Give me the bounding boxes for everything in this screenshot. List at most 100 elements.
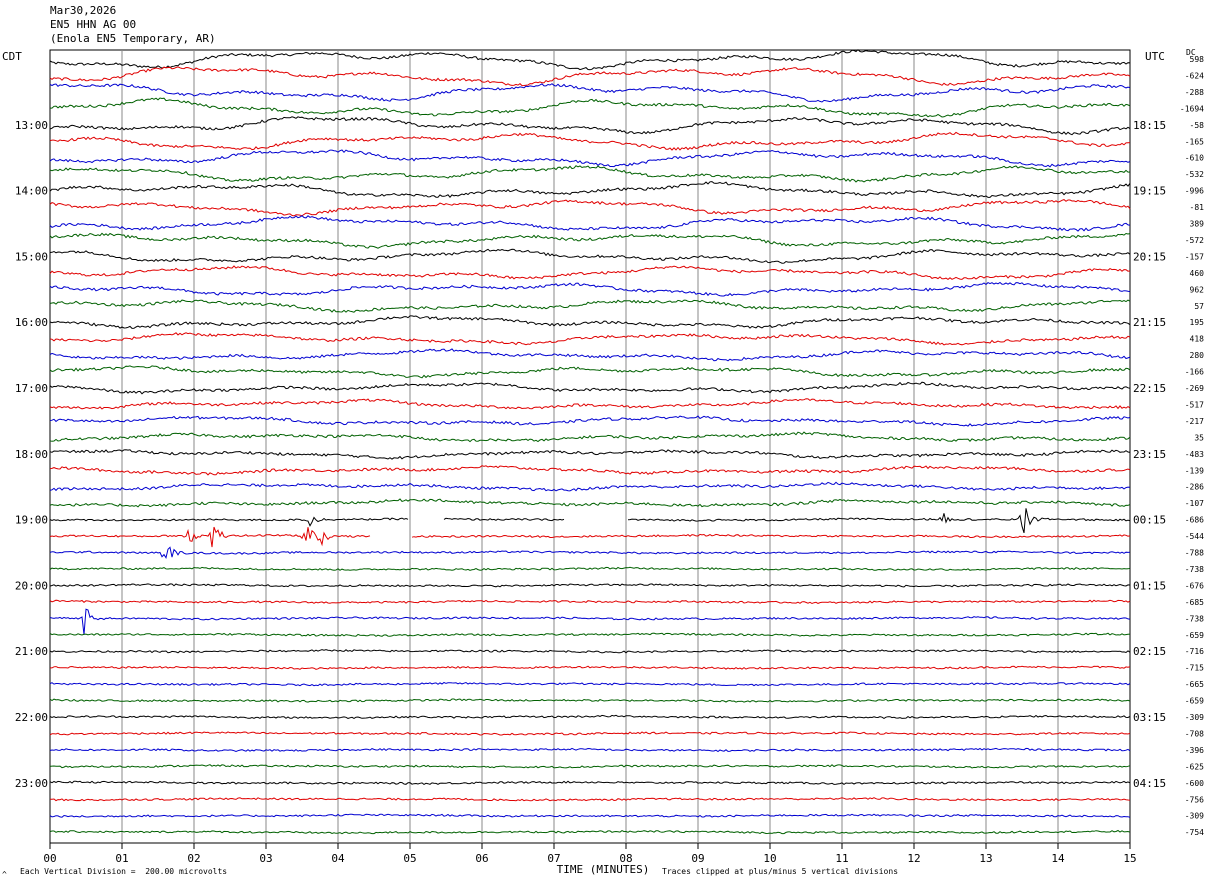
trace-row <box>49 365 1131 379</box>
station-name: (Enola EN5 Temporary, AR) <box>50 32 216 45</box>
dc-offset-label: -600 <box>1185 779 1204 788</box>
trace-row <box>49 248 1131 264</box>
dc-offset-label: -624 <box>1185 71 1204 80</box>
right-hour-label: 00:15 <box>1133 514 1166 527</box>
dc-offset-label: -659 <box>1185 631 1204 640</box>
dc-offset-label: 460 <box>1190 269 1205 278</box>
trace-row <box>49 449 1131 460</box>
dc-offset-label: -286 <box>1185 483 1204 492</box>
trace-row <box>49 232 1131 249</box>
trace-row <box>49 199 1131 217</box>
minute-gridlines <box>121 50 1059 843</box>
dc-offset-label: -738 <box>1185 565 1204 574</box>
dc-offset-label: 280 <box>1190 351 1205 360</box>
dc-offset-label: -396 <box>1185 746 1204 755</box>
left-hour-label: 18:00 <box>15 448 48 461</box>
trace-row <box>49 681 1131 687</box>
trace-row <box>49 566 1131 571</box>
clip-note: Traces clipped at plus/minus 5 vertical … <box>662 867 899 876</box>
right-hour-label: 02:15 <box>1133 645 1166 658</box>
left-timezone-label: CDT <box>2 50 22 63</box>
seismic-traces <box>49 49 1131 835</box>
x-tick-label: 07 <box>547 852 560 865</box>
dc-offset-label: -517 <box>1185 400 1204 409</box>
trace-row <box>49 829 1131 835</box>
dc-offset-label: -58 <box>1190 121 1205 130</box>
dc-offset-label: -610 <box>1185 154 1204 163</box>
dc-offset-label: 598 <box>1190 55 1205 64</box>
dc-offset-label: -754 <box>1185 828 1204 837</box>
dc-offset-label: -81 <box>1190 203 1205 212</box>
dc-offset-label: -269 <box>1185 384 1204 393</box>
right-hour-label: 03:15 <box>1133 711 1166 724</box>
dc-offset-label: 389 <box>1190 220 1205 229</box>
x-tick-label: 13 <box>979 852 992 865</box>
dc-offset-label: -665 <box>1185 680 1204 689</box>
trace-row <box>49 649 1131 654</box>
trace-row <box>49 747 1131 753</box>
dc-offset-label: -685 <box>1185 598 1204 607</box>
left-hour-label: 21:00 <box>15 645 48 658</box>
x-tick-label: 08 <box>619 852 632 865</box>
trace-row <box>49 181 1131 198</box>
left-hour-label: 22:00 <box>15 711 48 724</box>
dc-offset-label: -715 <box>1185 664 1204 673</box>
trace-row <box>49 49 1131 71</box>
dc-offset-label: -996 <box>1185 187 1204 196</box>
dc-offset-label: -788 <box>1185 549 1204 558</box>
right-hour-label: 21:15 <box>1133 316 1166 329</box>
trace-row <box>49 215 1131 232</box>
dc-offset-label: -708 <box>1185 729 1204 738</box>
trace-row <box>50 665 1131 670</box>
trace-row <box>49 583 1131 588</box>
dc-offset-label: -686 <box>1185 516 1204 525</box>
dc-offset-label: -483 <box>1185 450 1204 459</box>
x-tick-label: 04 <box>331 852 345 865</box>
trace-row <box>49 299 1131 313</box>
trace-row <box>49 281 1131 297</box>
plot-frame <box>49 49 1131 844</box>
trace-row <box>49 149 1131 168</box>
trace-row <box>49 398 1131 410</box>
x-tick-label: 05 <box>403 852 416 865</box>
left-hour-label: 16:00 <box>15 316 48 329</box>
x-tick-label: 06 <box>475 852 488 865</box>
dc-offset-label: -309 <box>1185 713 1204 722</box>
trace-row <box>49 332 1131 346</box>
trace-row <box>49 381 1131 395</box>
trace-row <box>49 116 1131 136</box>
dc-offset-label: 195 <box>1190 318 1205 327</box>
trace-row <box>49 415 1131 427</box>
plot-date: Mar30,2026 <box>50 4 117 17</box>
dc-offset-label: -288 <box>1185 88 1204 97</box>
dc-offset-label: 418 <box>1190 335 1205 344</box>
x-tick-label: 09 <box>691 852 704 865</box>
trace-row <box>49 348 1131 362</box>
dc-offset-label: -107 <box>1185 499 1204 508</box>
right-time-labels: 18:15 19:15 20:15 21:15 22:15 23:15 00:15 01:15… <box>1133 119 1166 790</box>
trace-row <box>50 97 1131 118</box>
trace-row <box>49 813 1131 818</box>
scale-note: Each Vertical Division = 200.00 microvol… <box>20 867 228 876</box>
corner-mark: ^ <box>2 870 7 879</box>
dc-offset-label: 57 <box>1194 302 1204 311</box>
left-hour-label: 17:00 <box>15 382 48 395</box>
trace-row <box>49 599 1131 605</box>
right-hour-label: 01:15 <box>1133 579 1166 592</box>
left-hour-label: 19:00 <box>15 514 48 527</box>
x-tick-label: 01 <box>115 852 128 865</box>
right-hour-label: 22:15 <box>1133 382 1166 395</box>
dc-column-header: DC <box>1186 48 1196 57</box>
trace-row <box>49 498 1131 508</box>
trace-row <box>49 764 1131 769</box>
left-hour-label: 13:00 <box>15 119 48 132</box>
left-hour-label: 20:00 <box>15 579 48 592</box>
right-hour-label: 20:15 <box>1133 250 1166 263</box>
channel-code: EN5 HHN AG 00 <box>50 18 137 31</box>
x-tick-label: 15 <box>1123 852 1136 865</box>
dc-offset-labels: 598 -624 -288 -1694 -58 -165 -610 -532 -996 -81 38… <box>1180 55 1204 837</box>
dc-offset-label: -157 <box>1185 252 1204 261</box>
trace-row <box>49 131 1131 151</box>
dc-offset-label: -139 <box>1185 466 1204 475</box>
